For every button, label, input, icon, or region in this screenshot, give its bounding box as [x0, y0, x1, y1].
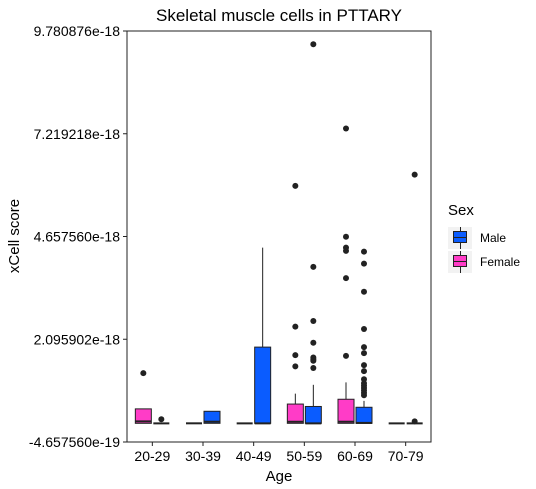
box-female-60-69: [337, 125, 355, 424]
outlier-point: [361, 362, 367, 369]
outlier-point: [343, 125, 349, 132]
outlier-point: [140, 370, 147, 377]
y-tick-label: 2.095902e-18: [34, 331, 121, 347]
box-body: [304, 405, 322, 424]
outlier-point: [361, 248, 367, 255]
outlier-point: [411, 171, 418, 178]
x-tick-label: 40-49: [236, 448, 272, 464]
box-body: [337, 398, 355, 424]
legend-key-female: [448, 251, 472, 273]
chart-title: Skeletal muscle cells in PTTARY: [156, 6, 402, 25]
outlier-point: [343, 275, 349, 282]
x-tick-label: 70-79: [388, 448, 424, 464]
outlier-point: [310, 263, 317, 270]
x-axis-label: Age: [266, 468, 293, 485]
boxes-layer: [134, 41, 423, 425]
x-tick-label: 20-29: [134, 448, 170, 464]
outlier-point: [292, 182, 299, 189]
outlier-point: [310, 318, 317, 325]
box-male-70-79: [406, 171, 423, 425]
outlier-point: [361, 326, 367, 333]
outlier-point: [158, 416, 165, 423]
outlier-point: [361, 368, 367, 375]
y-tick-label: 7.219218e-18: [34, 126, 121, 142]
outlier-point: [310, 41, 317, 48]
box-body: [286, 403, 304, 424]
box-male-60-69: [355, 248, 373, 424]
legend: Sex Male Female: [448, 202, 528, 275]
outlier-point: [343, 244, 349, 251]
outlier-point: [310, 364, 317, 371]
legend-key-male: [448, 227, 472, 249]
outlier-point: [310, 339, 317, 346]
y-tick-label: 4.657560e-18: [34, 229, 121, 245]
box-male-50-59: [304, 41, 322, 425]
outlier-point: [292, 323, 299, 330]
box-body: [203, 410, 221, 424]
box-female-50-59: [286, 182, 304, 424]
outlier-point: [292, 352, 299, 359]
box-body: [134, 408, 152, 424]
box-body: [254, 346, 272, 424]
box-male-40-49: [254, 247, 272, 425]
x-tick-label: 30-39: [185, 448, 221, 464]
y-axis-label: xCell score: [6, 199, 23, 273]
box-body: [355, 406, 373, 424]
x-axis: 20-29 30-39 40-49 50-59 60-69 70-79: [134, 442, 424, 464]
y-tick-label: -4.657560e-19: [29, 434, 120, 450]
plot-panel: [126, 30, 432, 443]
legend-item-male: Male: [448, 227, 528, 249]
outlier-point: [411, 418, 418, 425]
legend-label-male: Male: [480, 231, 507, 245]
x-tick-label: 60-69: [337, 448, 373, 464]
outlier-point: [343, 352, 349, 359]
box-male-20-29: [153, 416, 170, 425]
outlier-point: [361, 376, 367, 383]
outlier-point: [310, 354, 317, 361]
x-tick-label: 50-59: [286, 448, 322, 464]
y-tick-label: 9.780876e-18: [34, 23, 121, 39]
box-male-30-39: [203, 410, 221, 424]
outlier-point: [361, 344, 367, 351]
outlier-point: [292, 363, 299, 370]
box-female-20-29: [134, 370, 152, 424]
y-axis: -4.657560e-19 2.095902e-18 4.657560e-18 7.2…: [29, 23, 127, 450]
legend-label-female: Female: [480, 255, 521, 269]
outlier-point: [361, 288, 367, 295]
outlier-point: [361, 260, 367, 267]
outlier-point: [361, 350, 367, 357]
legend-item-female: Female: [448, 251, 528, 273]
legend-title: Sex: [448, 202, 474, 219]
outlier-point: [343, 233, 349, 240]
